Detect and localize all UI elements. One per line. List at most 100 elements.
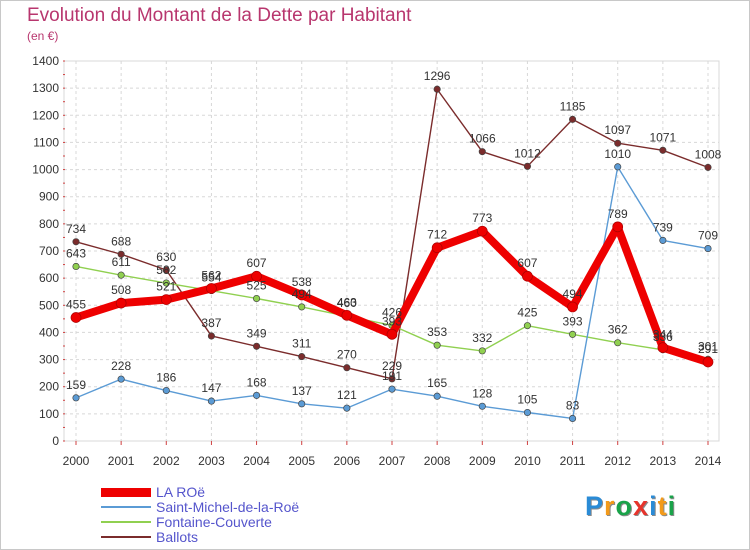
x-tick-label: 2012 [604,454,631,468]
data-point [704,245,712,253]
data-label: 311 [292,337,311,351]
data-label: 688 [111,234,131,248]
y-tick-label: 1100 [33,135,59,149]
data-label: 336 [653,330,673,344]
legend-label: Fontaine-Couverte [156,514,272,530]
y-tick-label: 0 [52,434,59,448]
data-label: 165 [427,376,447,390]
data-label: 494 [292,287,312,301]
data-point [207,397,215,405]
data-point [298,353,306,361]
data-labels: 455 508 521 562 607 538 463 393 712 773 607 494 789 3… [66,69,722,412]
x-tick-label: 2011 [560,454,586,468]
data-point [162,386,170,395]
logo-letter: i [667,491,677,521]
data-point [206,283,217,294]
data-label: 83 [566,398,580,412]
data-label: 455 [66,298,86,312]
y-tick-label: 1000 [32,163,59,177]
data-point [253,391,261,399]
data-point [523,322,531,330]
logo-letter: t [657,491,668,521]
data-label: 362 [608,323,628,337]
data-label: 607 [247,256,267,270]
data-point [117,250,125,258]
data-label: 1185 [560,99,586,113]
data-label: 128 [472,386,492,400]
data-point [343,364,351,372]
data-point [702,356,714,368]
data-label: 562 [201,268,221,282]
y-tick-label: 500 [39,298,59,312]
data-label: 393 [563,314,583,328]
x-tick-label: 2008 [424,454,451,468]
data-point [117,375,125,383]
logo-letter: o [615,491,634,521]
data-point [478,402,486,410]
y-tick-label: 1300 [32,81,59,95]
data-point [115,297,127,309]
y-tick-label: 200 [39,380,59,394]
data-label: 1010 [604,147,631,161]
data-point [659,236,667,244]
y-tick-label: 100 [39,407,59,421]
data-label: 1296 [424,69,451,83]
data-label: 521 [156,280,176,294]
legend-item: Ballots [101,529,381,545]
y-tick-label: 1400 [32,54,59,68]
data-point [388,385,396,393]
data-point [341,309,353,321]
data-label: 1097 [604,123,631,137]
y-tick-label: 1200 [32,108,59,122]
data-point [253,294,261,303]
data-point [569,414,577,423]
x-tick-label: 2013 [650,454,677,468]
data-label: 159 [66,378,86,392]
legend-label: Saint-Michel-de-la-Roë [156,499,300,515]
data-point [298,303,306,311]
x-tick-label: 2004 [243,454,270,468]
data-label: 1008 [695,147,722,161]
data-label: 301 [698,339,718,353]
y-tick-label: 600 [39,271,59,285]
data-point [343,404,351,412]
data-label: 611 [112,255,131,269]
legend-label: LA ROë [156,484,206,500]
data-label: 538 [292,275,312,289]
data-point [569,115,577,123]
y-tick-label: 700 [39,244,59,258]
axes: 0 100 200 300 400 500 600 700 800 900 1000 1100 1200… [32,54,721,468]
data-label: 712 [427,228,447,242]
data-label: 291 [698,342,718,356]
data-point [522,270,533,282]
data-label: 387 [201,316,221,330]
data-point [433,392,441,400]
data-point [478,347,486,355]
data-point [612,221,624,233]
legend-swatch [101,521,151,523]
chart-title: Evolution du Montant de la Dette par Hab… [27,5,412,26]
data-label: 425 [517,306,537,320]
data-point [657,342,669,353]
logo-letter: x [633,491,650,521]
legend-item: Saint-Michel-de-la-Roë [101,499,381,515]
data-point [614,163,622,171]
x-tick-label: 2014 [695,454,722,468]
data-point [207,332,215,340]
data-label: 332 [472,331,492,345]
data-label: 525 [247,279,267,293]
data-point [431,242,443,254]
data-point [569,330,577,338]
data-label: 228 [111,359,131,373]
data-label: 494 [563,287,583,301]
data-point [523,162,531,170]
data-point [72,262,80,271]
data-point [296,289,308,301]
data-label: 191 [382,369,402,383]
data-label: 554 [201,271,221,285]
x-tick-label: 2007 [379,454,406,468]
x-tick-label: 2009 [469,454,496,468]
data-point [386,328,398,340]
data-point [388,375,396,383]
